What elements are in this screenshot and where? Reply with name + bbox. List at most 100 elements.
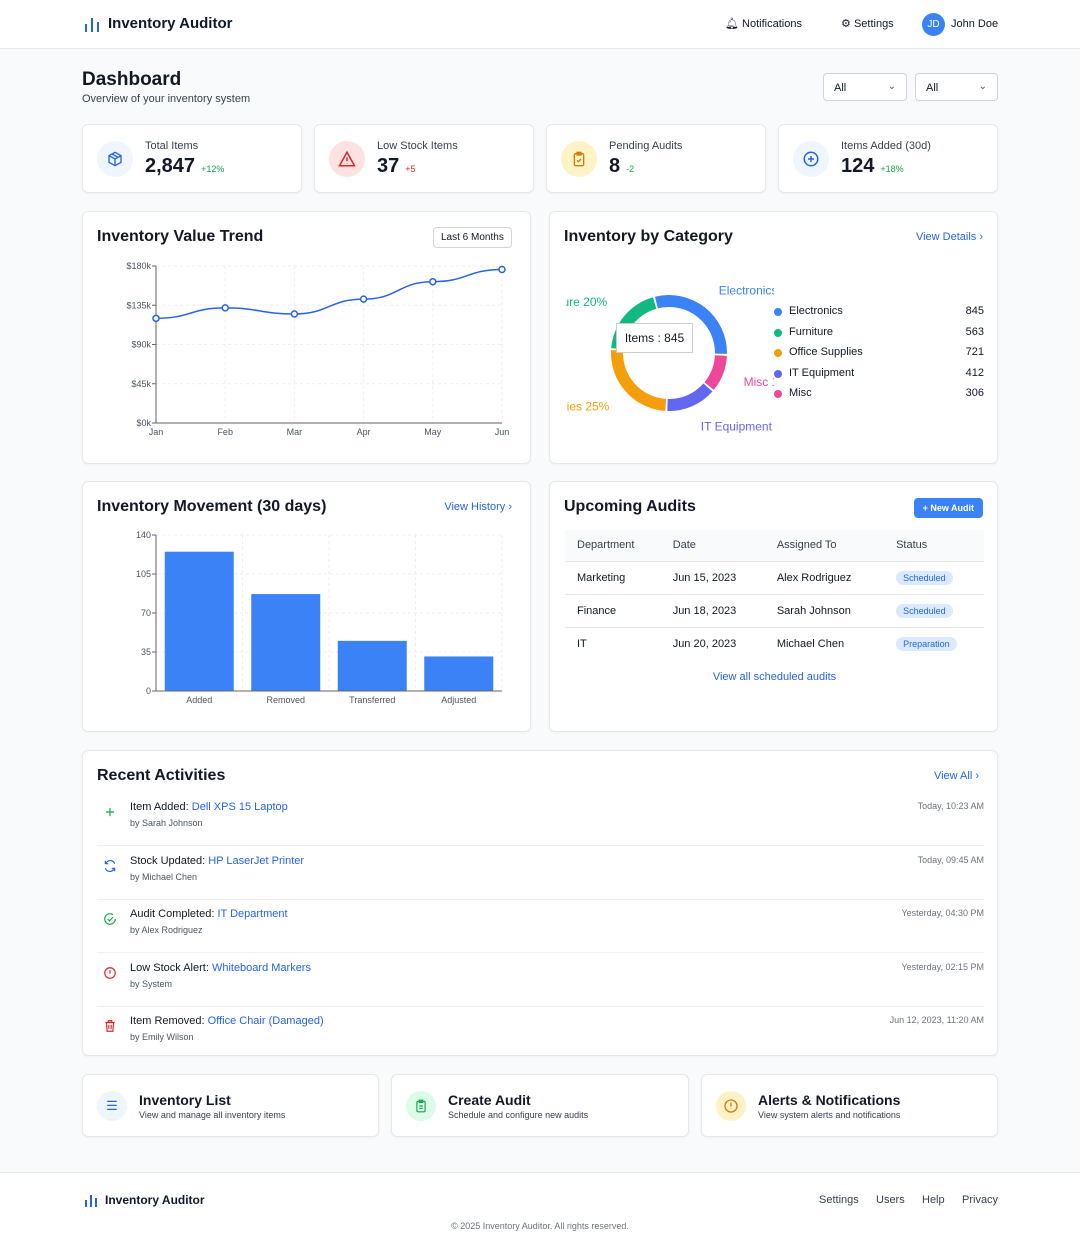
- filter-select-1[interactable]: All ⌄: [823, 73, 907, 101]
- activity-target-link[interactable]: Whiteboard Markers: [211, 961, 311, 974]
- logo-bars-icon: [85, 1195, 97, 1207]
- settings-button[interactable]: ⚙ Settings: [841, 18, 894, 30]
- x-tick-label: Added: [186, 695, 212, 705]
- audits-table: Department Date Assigned To Status Marke…: [565, 530, 984, 660]
- footer-title: Inventory Auditor: [105, 1193, 205, 1207]
- inventory-by-category-card: Inventory by Category View Details › Ele…: [549, 211, 998, 464]
- slice-it-equipment: [667, 383, 713, 411]
- y-tick-label: 70: [141, 608, 151, 618]
- y-tick-label: 0: [146, 686, 151, 696]
- list-item[interactable]: Item Removed: Office Chair (Damaged) by E…: [97, 1007, 984, 1060]
- new-audit-button[interactable]: + New Audit: [913, 498, 983, 518]
- trend-line: [155, 268, 503, 320]
- timestamp: Yesterday, 02:15 PM: [901, 961, 984, 972]
- check-circle-icon: [104, 913, 116, 925]
- list-item[interactable]: Low Stock Alert: Whiteboard Markers by Sy…: [97, 954, 984, 1007]
- list-item[interactable]: Stock Updated: HP LaserJet Printer by Mic…: [97, 847, 984, 900]
- quick-link-create-audit[interactable]: Create Audit Schedule and configure new a…: [391, 1074, 689, 1137]
- slice-office-supplies: [611, 350, 667, 411]
- col-header: Status: [884, 530, 984, 561]
- line-chart: $0k $45k $90k $135k $180k Jan Feb Mar Apr May Jun: [126, 261, 509, 437]
- bell-icon: 🔔︎: [725, 18, 739, 30]
- bar-chart: 0 35 70 105 140 Added Removed Transferred Adjust…: [136, 530, 503, 705]
- x-tick-label: Transferred: [349, 695, 395, 705]
- activity-target-link[interactable]: Dell XPS 15 Laptop: [191, 801, 288, 813]
- data-point: [429, 277, 437, 286]
- bar-added: [164, 551, 234, 691]
- footer: Inventory Auditor Settings Users Help Pr…: [0, 1172, 1080, 1250]
- bar-transferred: [337, 640, 407, 691]
- activity-target-link[interactable]: IT Department: [217, 908, 288, 921]
- legend-item[interactable]: Furniture 563: [774, 325, 984, 345]
- stat-card-items-added: Items Added (30d) 124 +18%: [778, 124, 998, 193]
- notifications-button[interactable]: 🔔︎ Notifications: [725, 18, 802, 30]
- plus-icon: [105, 807, 115, 817]
- chevron-down-icon: ⌄: [887, 81, 896, 92]
- card-title: Inventory by Category: [564, 228, 733, 245]
- footer-link-users[interactable]: Users: [876, 1194, 905, 1206]
- x-tick-label: Feb: [217, 427, 233, 437]
- view-all-link[interactable]: View All ›: [933, 770, 979, 782]
- view-details-link[interactable]: View Details ›: [915, 231, 983, 243]
- filter-select-2[interactable]: All ⌄: [915, 73, 998, 101]
- slice-label: Misc 11%: [744, 375, 774, 389]
- view-history-link[interactable]: View History ›: [444, 501, 512, 513]
- recent-activities-card: Recent Activities View All › Item Added:…: [82, 750, 998, 1056]
- avatar[interactable]: JD: [922, 13, 945, 36]
- legend-item[interactable]: Electronics 845: [774, 304, 984, 324]
- y-tick-label: 35: [141, 647, 151, 657]
- logo-bars-icon: [85, 18, 99, 32]
- footer-link-help[interactable]: Help: [922, 1194, 945, 1206]
- timestamp: Jun 12, 2023, 11:20 AM: [889, 1015, 984, 1026]
- slice-label: Furniture 20%: [566, 295, 608, 309]
- app-title: Inventory Auditor: [108, 15, 233, 32]
- trash-icon: [105, 1020, 115, 1033]
- timestamp: Yesterday, 04:30 PM: [901, 908, 984, 919]
- table-row[interactable]: Marketing Jun 15, 2023 Alex Rodriguez Sched…: [565, 560, 984, 594]
- gear-icon: ⚙: [841, 18, 851, 30]
- donut-chart: Electronics 30% Misc 11% IT Equipment Offic…: [566, 283, 774, 433]
- card-title: Recent Activities: [97, 767, 226, 784]
- chart-tooltip: Items : 845: [616, 323, 693, 353]
- legend-dot: [774, 390, 782, 399]
- legend-item[interactable]: IT Equipment 412: [774, 366, 984, 386]
- x-tick-label: Apr: [357, 427, 371, 437]
- slice-label: IT Equipment: [701, 419, 773, 433]
- list-item[interactable]: Item Added: Dell XPS 15 Laptop by Sarah J…: [97, 793, 984, 846]
- user-name[interactable]: John Doe: [951, 18, 999, 30]
- card-title: Upcoming Audits: [564, 498, 696, 515]
- inventory-movement-card: Inventory Movement (30 days) View Histor…: [82, 481, 531, 732]
- y-tick-label: $0k: [136, 418, 151, 428]
- refresh-icon: [104, 859, 116, 872]
- activity-target-link[interactable]: HP LaserJet Printer: [208, 854, 305, 867]
- upcoming-audits-card: Upcoming Audits + New Audit Department D…: [549, 481, 998, 732]
- data-point: [290, 310, 299, 318]
- x-tick-label: Jan: [149, 427, 164, 437]
- chevron-down-icon: ⌄: [978, 81, 987, 92]
- y-tick-label: $90k: [131, 340, 151, 350]
- view-all-audits-link[interactable]: View all scheduled audits: [712, 671, 837, 683]
- legend-dot: [774, 369, 782, 378]
- quick-link-alerts[interactable]: Alerts & Notifications View system alerts…: [701, 1074, 998, 1137]
- activity-target-link[interactable]: Office Chair (Damaged): [207, 1015, 324, 1028]
- legend-item[interactable]: Office Supplies 721: [774, 345, 984, 365]
- card-title: Inventory Value Trend: [97, 228, 264, 245]
- status-badge: Preparation: [896, 636, 957, 651]
- slice-label: Office Supplies 25%: [566, 399, 610, 413]
- col-header: Date: [660, 530, 765, 561]
- bar-adjusted: [424, 656, 494, 691]
- table-row[interactable]: IT Jun 20, 2023 Michael Chen Preparation: [565, 626, 984, 660]
- slice-electronics: [654, 295, 727, 354]
- legend-dot: [774, 328, 782, 337]
- warning-icon: [329, 141, 365, 177]
- range-select[interactable]: Last 6 Months: [433, 227, 512, 248]
- list-item[interactable]: Audit Completed: IT Department by Alex Ro…: [97, 900, 984, 954]
- quick-link-inventory-list[interactable]: ☰ Inventory List View and manage all inve…: [82, 1074, 379, 1137]
- status-badge: Scheduled: [896, 603, 953, 618]
- legend-item[interactable]: Misc 306: [774, 386, 984, 406]
- data-point: [152, 314, 160, 323]
- table-row[interactable]: Finance Jun 18, 2023 Sarah Johnson Schedule…: [565, 593, 984, 627]
- col-header: Department: [565, 530, 661, 561]
- footer-link-settings[interactable]: Settings: [819, 1194, 859, 1206]
- footer-link-privacy[interactable]: Privacy: [962, 1194, 999, 1206]
